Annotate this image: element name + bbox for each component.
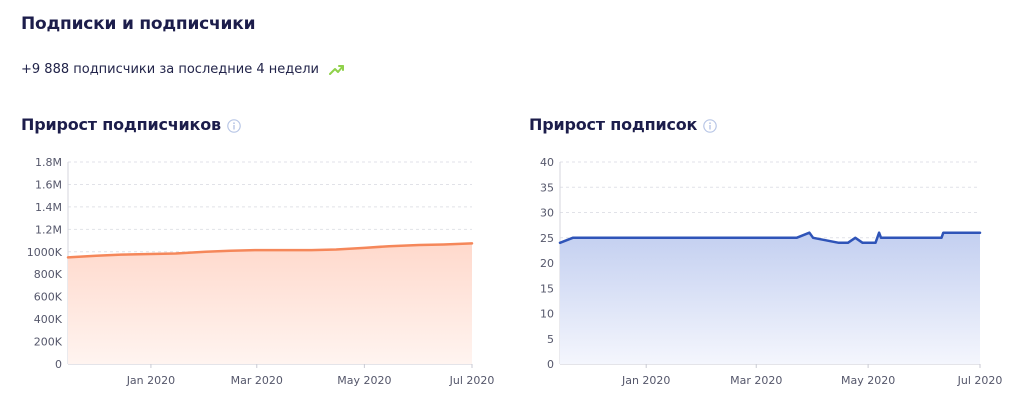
x-tick-label: Jul 2020 xyxy=(957,374,1003,387)
y-tick-label: 1000K xyxy=(27,246,63,259)
y-tick-label: 30 xyxy=(540,207,554,220)
subscriptions-growth-plot: 0 5 10 15 20 25 30 35 40 Jan 2020 Mar 2020 May 2020… xyxy=(540,156,1003,387)
info-icon[interactable] xyxy=(227,118,241,133)
x-tick-label: Jan 2020 xyxy=(126,374,175,387)
trend-up-icon xyxy=(328,64,345,76)
series-area xyxy=(560,232,980,364)
y-tick-label: 400K xyxy=(34,313,63,326)
section-title: Подписки и подписчики xyxy=(21,14,256,34)
y-tick-label: 25 xyxy=(540,232,554,245)
subscribers-growth-title: Прирост подписчиков xyxy=(21,115,241,134)
y-tick-label: 35 xyxy=(540,181,554,194)
y-tick-label: 5 xyxy=(547,333,554,346)
x-tick-label: Jan 2020 xyxy=(621,374,670,387)
subscriptions-growth-title-text: Прирост подписок xyxy=(529,115,698,134)
y-tick-label: 1.8M xyxy=(35,156,62,169)
subscribers-growth-title-text: Прирост подписчиков xyxy=(21,115,221,134)
subscriptions-growth-title: Прирост подписок xyxy=(529,115,718,134)
x-tick-label: Jul 2020 xyxy=(449,374,495,387)
y-tick-label: 1.2M xyxy=(35,223,62,236)
x-tick-label: May 2020 xyxy=(337,374,391,387)
subscribers-growth-chart: Прирост подписчиков 0 200K 400K 600K 800K 100… xyxy=(0,112,508,414)
x-tick-label: Mar 2020 xyxy=(231,374,283,387)
x-tick-label: May 2020 xyxy=(841,374,895,387)
series-line xyxy=(558,231,982,245)
series-area xyxy=(68,243,472,364)
y-tick-label: 800K xyxy=(34,268,63,281)
summary-text: +9 888 подписчики за последние 4 недели xyxy=(21,62,319,77)
x-tick-label: Mar 2020 xyxy=(730,374,782,387)
y-tick-label: 1.4M xyxy=(35,201,62,214)
subscriptions-growth-chart: Прирост подписок 0 5 10 15 20 25 30 35 40 Jan 202… xyxy=(508,112,1016,414)
y-tick-label: 10 xyxy=(540,308,554,321)
y-tick-label: 1.6M xyxy=(35,178,62,191)
subscribers-growth-plot: 0 200K 400K 600K 800K 1000K 1.2M 1.4M 1.6M 1.8M Ja… xyxy=(27,156,495,387)
info-icon[interactable] xyxy=(703,118,718,133)
subscribers-summary: +9 888 подписчики за последние 4 недели xyxy=(21,62,345,77)
y-tick-label: 0 xyxy=(55,358,62,371)
series-line xyxy=(66,242,474,259)
y-tick-label: 20 xyxy=(540,257,554,270)
y-tick-label: 200K xyxy=(34,336,63,349)
y-tick-label: 600K xyxy=(34,291,63,304)
y-tick-label: 15 xyxy=(540,282,554,295)
y-tick-label: 40 xyxy=(540,156,554,169)
y-tick-label: 0 xyxy=(547,358,554,371)
